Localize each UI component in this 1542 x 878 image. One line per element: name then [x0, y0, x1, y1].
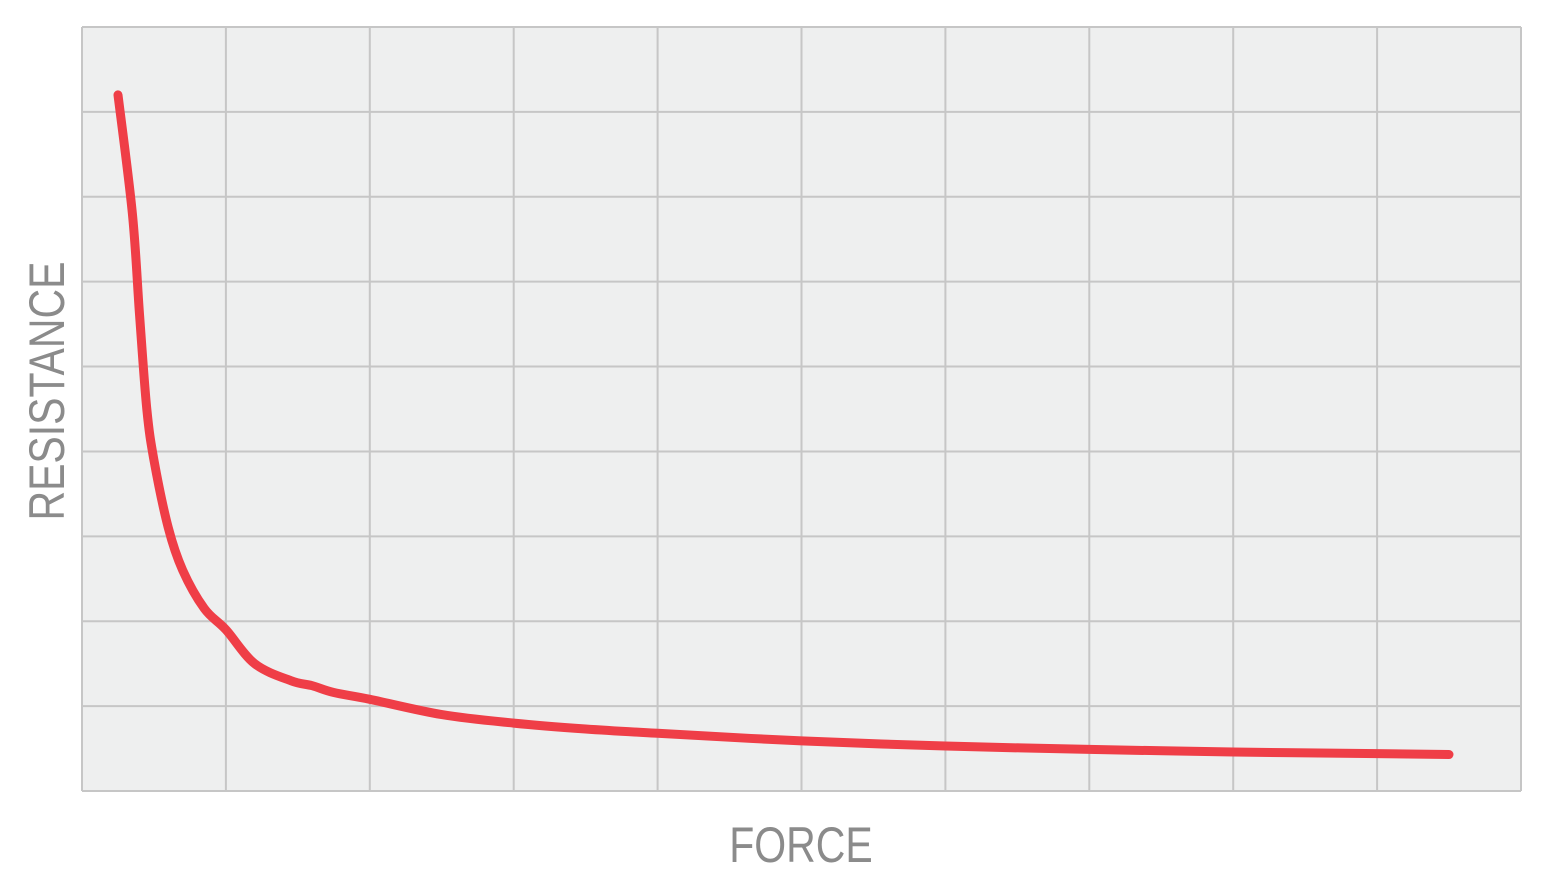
grid — [81, 26, 1522, 792]
y-axis-title: RESISTANCE — [19, 262, 75, 521]
x-axis-title: FORCE — [729, 817, 872, 873]
series-line-resistance-vs-force — [113, 90, 1454, 759]
